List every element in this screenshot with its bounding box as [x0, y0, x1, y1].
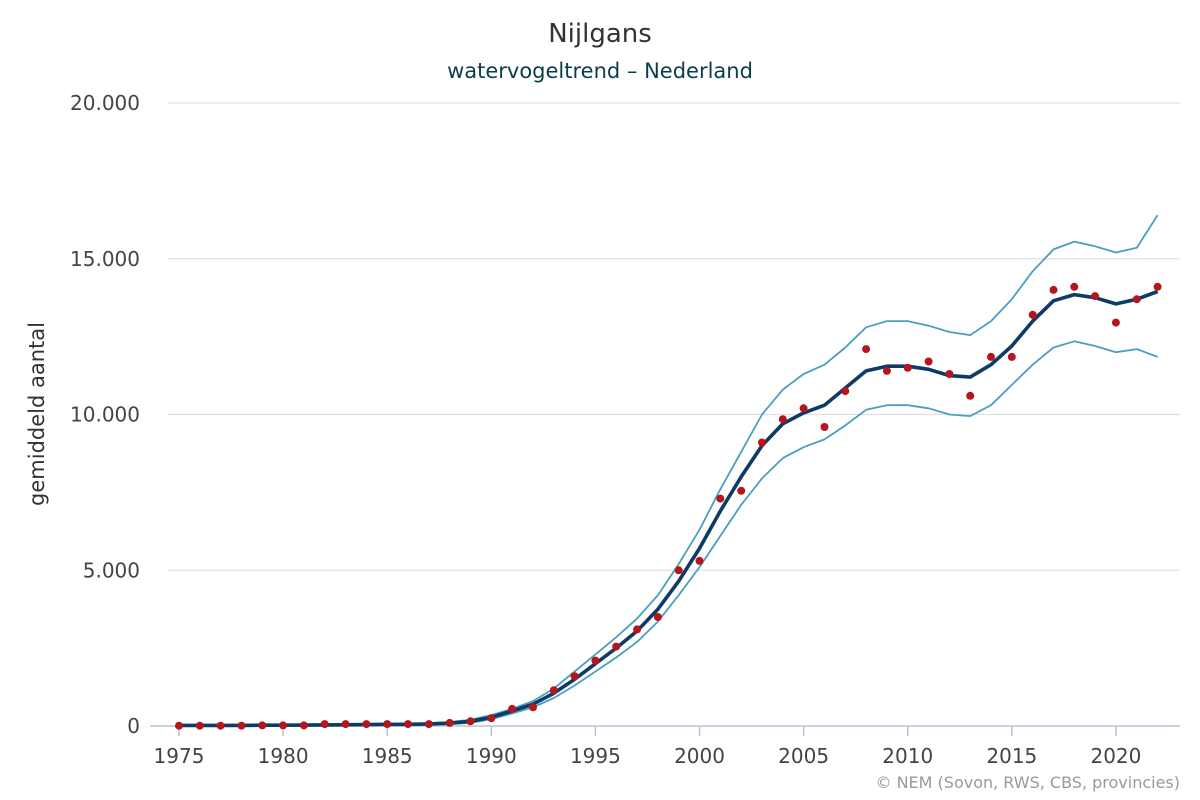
index-point[interactable] — [362, 720, 371, 729]
index-point[interactable] — [1007, 352, 1016, 361]
index-point[interactable] — [1049, 285, 1058, 294]
lower-bound-line — [179, 340, 1158, 727]
index-point[interactable] — [445, 718, 454, 727]
index-point[interactable] — [195, 721, 204, 730]
x-tick-label: 1995 — [570, 744, 621, 768]
index-point[interactable] — [653, 613, 662, 621]
x-tick-label: 2005 — [778, 744, 829, 768]
index-point[interactable] — [175, 721, 183, 730]
index-point[interactable] — [404, 720, 412, 729]
y-axis-ticks: 0 5.000 10.000 15.000 20.000 — [70, 91, 140, 738]
index-point[interactable] — [633, 625, 642, 634]
index-point[interactable] — [279, 721, 288, 730]
index-point[interactable] — [570, 672, 579, 681]
index-point[interactable] — [945, 370, 954, 378]
x-tick-label: 2000 — [674, 744, 725, 768]
index-points — [175, 282, 1162, 730]
index-point[interactable] — [237, 721, 246, 730]
y-tick-label: 10.000 — [70, 403, 140, 427]
index-point[interactable] — [529, 703, 537, 712]
index-point[interactable] — [466, 717, 475, 726]
y-tick-label: 0 — [127, 714, 140, 738]
index-point[interactable] — [882, 366, 891, 375]
index-point[interactable] — [862, 345, 871, 354]
index-point[interactable] — [903, 363, 912, 372]
y-axis-title: gemiddeld aantal — [25, 322, 49, 506]
index-point[interactable] — [591, 656, 600, 665]
index-point[interactable] — [424, 720, 433, 729]
index-point[interactable] — [320, 720, 329, 729]
x-tick-label: 2010 — [882, 744, 933, 768]
index-point[interactable] — [383, 720, 392, 729]
y-tick-label: 15.000 — [70, 247, 140, 271]
index-point[interactable] — [258, 721, 267, 730]
index-point[interactable] — [549, 686, 558, 695]
index-point[interactable] — [341, 720, 350, 729]
index-point[interactable] — [1028, 310, 1037, 319]
gridlines — [168, 102, 1180, 571]
index-point[interactable] — [841, 387, 850, 396]
index-point[interactable] — [799, 404, 808, 413]
index-point[interactable] — [1132, 295, 1141, 304]
index-point[interactable] — [299, 721, 308, 730]
x-tick-label: 2020 — [1090, 744, 1141, 768]
x-tick-label: 1990 — [466, 744, 517, 768]
x-tick-label: 1985 — [362, 744, 413, 768]
index-point[interactable] — [778, 415, 787, 424]
index-point[interactable] — [966, 391, 975, 400]
y-tick-label: 20.000 — [70, 91, 140, 115]
index-point[interactable] — [1153, 282, 1162, 291]
upper-bound-line — [179, 214, 1159, 726]
x-tick-label: 2015 — [986, 744, 1037, 768]
series-group — [179, 214, 1159, 728]
x-axis-ticks: 1975 1980 1985 1990 1995 2000 2005 2010 2015 2020 — [154, 726, 1141, 768]
chart-subtitle: watervogeltrend – Nederland — [447, 59, 753, 83]
index-point[interactable] — [758, 438, 766, 447]
index-point[interactable] — [820, 423, 829, 431]
index-point[interactable] — [487, 714, 496, 723]
index-point[interactable] — [924, 357, 933, 366]
chart-credit[interactable]: © NEM (Sovon, RWS, CBS, provincies) — [875, 773, 1180, 792]
index-point[interactable] — [695, 556, 704, 565]
index-point[interactable] — [1070, 282, 1079, 291]
index-point[interactable] — [1091, 292, 1100, 301]
index-point[interactable] — [612, 642, 621, 651]
x-tick-label: 1980 — [258, 744, 309, 768]
index-point[interactable] — [1111, 318, 1120, 327]
index-point[interactable] — [737, 486, 746, 495]
chart-title: Nijlgans — [548, 19, 652, 49]
index-point[interactable] — [987, 352, 995, 361]
x-tick-label: 1975 — [154, 744, 205, 768]
y-tick-label: 5.000 — [83, 558, 140, 582]
index-point[interactable] — [716, 494, 725, 503]
index-point[interactable] — [216, 721, 225, 730]
index-point[interactable] — [508, 704, 517, 713]
index-point[interactable] — [674, 566, 683, 575]
